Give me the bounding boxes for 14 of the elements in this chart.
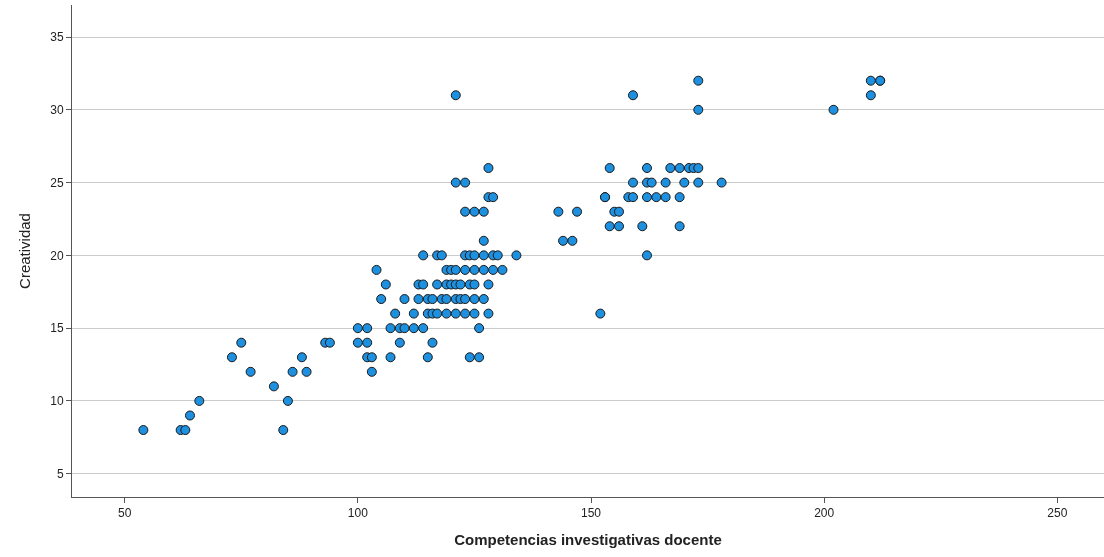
y-tick-label: 10 <box>50 394 64 409</box>
y-axis-title: Creatividad <box>16 213 34 289</box>
y-tick-label: 25 <box>50 175 64 190</box>
x-tick-label: 200 <box>814 506 835 521</box>
x-tick-label: 50 <box>118 506 132 521</box>
x-tick-label: 100 <box>347 506 369 521</box>
x-tick-label: 150 <box>581 506 602 521</box>
x-axis-title: Competencias investigativas docente <box>454 531 722 549</box>
y-tick-label: 35 <box>50 30 64 45</box>
y-tick-label: 15 <box>50 321 64 336</box>
y-tick-label: 5 <box>56 466 64 481</box>
x-tick-label: 250 <box>1047 506 1068 521</box>
y-tick-label: 20 <box>50 248 64 263</box>
y-tick-label: 30 <box>50 103 64 117</box>
